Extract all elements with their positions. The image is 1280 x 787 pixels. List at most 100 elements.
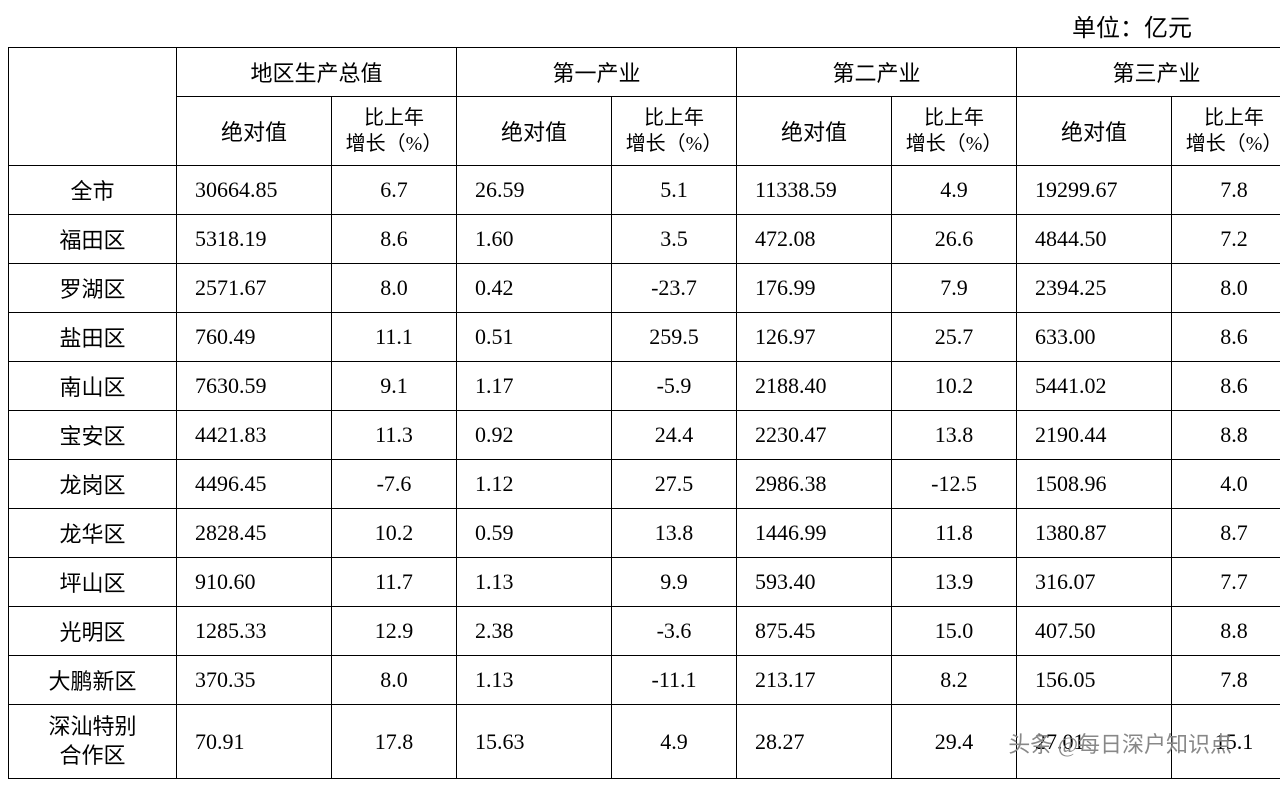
cell-p2_abs: 593.40 bbox=[737, 558, 892, 607]
cell-p1_pct: -3.6 bbox=[612, 607, 737, 656]
page-container: 单位：亿元 地区生产总值 第一产业 第二产业 第三产业 绝对值 比上年增长（%）… bbox=[8, 8, 1272, 779]
header-row-1: 地区生产总值 第一产业 第二产业 第三产业 bbox=[9, 48, 1280, 97]
cell-p2_pct: 26.6 bbox=[892, 215, 1017, 264]
subheader-pct: 比上年增长（%） bbox=[332, 97, 457, 166]
cell-gdp_pct: 9.1 bbox=[332, 362, 457, 411]
table-row: 全市30664.856.726.595.111338.594.919299.67… bbox=[9, 166, 1280, 215]
cell-p1_abs: 26.59 bbox=[457, 166, 612, 215]
subheader-abs: 绝对值 bbox=[457, 97, 612, 166]
cell-p3_pct: 8.6 bbox=[1172, 313, 1280, 362]
cell-gdp_abs: 4421.83 bbox=[177, 411, 332, 460]
cell-p3_abs: 1380.87 bbox=[1017, 509, 1172, 558]
cell-p3_pct: 4.0 bbox=[1172, 460, 1280, 509]
cell-p1_abs: 1.12 bbox=[457, 460, 612, 509]
cell-p1_pct: 4.9 bbox=[612, 705, 737, 779]
cell-p3_pct: 8.0 bbox=[1172, 264, 1280, 313]
cell-p1_abs: 2.38 bbox=[457, 607, 612, 656]
cell-p2_abs: 1446.99 bbox=[737, 509, 892, 558]
header-p1: 第一产业 bbox=[457, 48, 737, 97]
cell-p3_pct: 7.8 bbox=[1172, 656, 1280, 705]
cell-p2_pct: 25.7 bbox=[892, 313, 1017, 362]
table-row: 南山区7630.599.11.17-5.92188.4010.25441.028… bbox=[9, 362, 1280, 411]
cell-p3_pct: 7.8 bbox=[1172, 166, 1280, 215]
cell-p2_pct: 11.8 bbox=[892, 509, 1017, 558]
cell-p3_abs: 316.07 bbox=[1017, 558, 1172, 607]
cell-p3_abs: 156.05 bbox=[1017, 656, 1172, 705]
cell-region: 龙华区 bbox=[9, 509, 177, 558]
cell-gdp_abs: 70.91 bbox=[177, 705, 332, 779]
cell-region: 龙岗区 bbox=[9, 460, 177, 509]
cell-region: 罗湖区 bbox=[9, 264, 177, 313]
cell-gdp_pct: 8.6 bbox=[332, 215, 457, 264]
cell-p2_pct: 13.9 bbox=[892, 558, 1017, 607]
cell-p3_abs: 4844.50 bbox=[1017, 215, 1172, 264]
cell-region: 大鹏新区 bbox=[9, 656, 177, 705]
cell-p2_pct: -12.5 bbox=[892, 460, 1017, 509]
header-gdp: 地区生产总值 bbox=[177, 48, 457, 97]
table-row: 龙华区2828.4510.20.5913.81446.9911.81380.87… bbox=[9, 509, 1280, 558]
cell-gdp_abs: 5318.19 bbox=[177, 215, 332, 264]
cell-gdp_abs: 4496.45 bbox=[177, 460, 332, 509]
table-row: 福田区5318.198.61.603.5472.0826.64844.507.2 bbox=[9, 215, 1280, 264]
cell-gdp_abs: 370.35 bbox=[177, 656, 332, 705]
cell-p1_pct: -5.9 bbox=[612, 362, 737, 411]
cell-p1_abs: 1.17 bbox=[457, 362, 612, 411]
cell-p2_pct: 10.2 bbox=[892, 362, 1017, 411]
cell-p2_abs: 472.08 bbox=[737, 215, 892, 264]
cell-gdp_pct: 6.7 bbox=[332, 166, 457, 215]
table-body: 全市30664.856.726.595.111338.594.919299.67… bbox=[9, 166, 1280, 779]
cell-p2_pct: 29.4 bbox=[892, 705, 1017, 779]
cell-region: 全市 bbox=[9, 166, 177, 215]
header-p2: 第二产业 bbox=[737, 48, 1017, 97]
cell-p2_pct: 8.2 bbox=[892, 656, 1017, 705]
cell-gdp_pct: 12.9 bbox=[332, 607, 457, 656]
cell-p3_abs: 19299.67 bbox=[1017, 166, 1172, 215]
cell-p3_abs: 2394.25 bbox=[1017, 264, 1172, 313]
cell-p2_pct: 15.0 bbox=[892, 607, 1017, 656]
cell-p3_pct: 7.7 bbox=[1172, 558, 1280, 607]
cell-p2_abs: 28.27 bbox=[737, 705, 892, 779]
cell-gdp_abs: 7630.59 bbox=[177, 362, 332, 411]
cell-gdp_abs: 910.60 bbox=[177, 558, 332, 607]
header-p3: 第三产业 bbox=[1017, 48, 1280, 97]
subheader-pct: 比上年增长（%） bbox=[612, 97, 737, 166]
cell-p1_abs: 0.42 bbox=[457, 264, 612, 313]
cell-p3_pct: 7.2 bbox=[1172, 215, 1280, 264]
cell-region: 光明区 bbox=[9, 607, 177, 656]
cell-p2_abs: 2986.38 bbox=[737, 460, 892, 509]
cell-gdp_pct: -7.6 bbox=[332, 460, 457, 509]
table-row: 大鹏新区370.358.01.13-11.1213.178.2156.057.8 bbox=[9, 656, 1280, 705]
cell-gdp_pct: 17.8 bbox=[332, 705, 457, 779]
cell-region: 南山区 bbox=[9, 362, 177, 411]
table-row: 坪山区910.6011.71.139.9593.4013.9316.077.7 bbox=[9, 558, 1280, 607]
cell-p3_abs: 5441.02 bbox=[1017, 362, 1172, 411]
cell-p3_abs: 27.01 bbox=[1017, 705, 1172, 779]
cell-p2_pct: 4.9 bbox=[892, 166, 1017, 215]
cell-p1_pct: 9.9 bbox=[612, 558, 737, 607]
cell-p1_pct: 5.1 bbox=[612, 166, 737, 215]
corner-cell bbox=[9, 48, 177, 166]
cell-p3_pct: 8.8 bbox=[1172, 411, 1280, 460]
table-row: 盐田区760.4911.10.51259.5126.9725.7633.008.… bbox=[9, 313, 1280, 362]
cell-p1_abs: 1.13 bbox=[457, 558, 612, 607]
cell-p1_abs: 1.13 bbox=[457, 656, 612, 705]
cell-region: 坪山区 bbox=[9, 558, 177, 607]
cell-p1_abs: 0.59 bbox=[457, 509, 612, 558]
cell-p1_abs: 1.60 bbox=[457, 215, 612, 264]
header-row-2: 绝对值 比上年增长（%） 绝对值 比上年增长（%） 绝对值 比上年增长（%） 绝… bbox=[9, 97, 1280, 166]
subheader-abs: 绝对值 bbox=[177, 97, 332, 166]
cell-gdp_pct: 11.7 bbox=[332, 558, 457, 607]
table-row: 宝安区4421.8311.30.9224.42230.4713.82190.44… bbox=[9, 411, 1280, 460]
cell-p1_abs: 0.51 bbox=[457, 313, 612, 362]
cell-gdp_abs: 30664.85 bbox=[177, 166, 332, 215]
cell-p2_pct: 13.8 bbox=[892, 411, 1017, 460]
cell-p3_abs: 633.00 bbox=[1017, 313, 1172, 362]
cell-p2_abs: 213.17 bbox=[737, 656, 892, 705]
cell-p1_pct: 259.5 bbox=[612, 313, 737, 362]
cell-gdp_pct: 8.0 bbox=[332, 656, 457, 705]
cell-p1_pct: -11.1 bbox=[612, 656, 737, 705]
cell-p1_pct: 3.5 bbox=[612, 215, 737, 264]
cell-gdp_abs: 2571.67 bbox=[177, 264, 332, 313]
cell-p2_abs: 126.97 bbox=[737, 313, 892, 362]
cell-gdp_abs: 760.49 bbox=[177, 313, 332, 362]
